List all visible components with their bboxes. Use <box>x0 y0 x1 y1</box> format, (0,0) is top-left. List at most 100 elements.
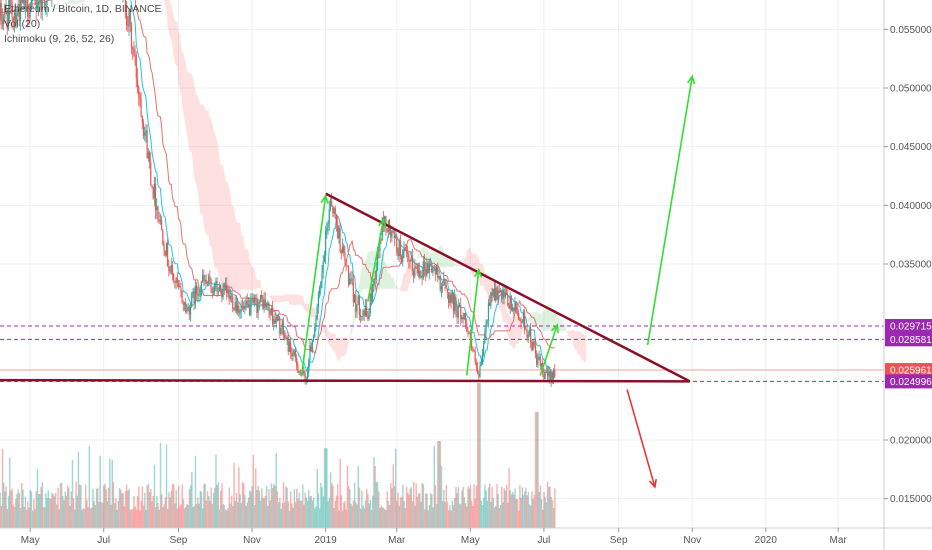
volume-bar <box>369 499 372 528</box>
volume-bar <box>171 483 174 528</box>
volume-bar <box>261 488 263 528</box>
volume-bar <box>52 494 54 528</box>
volume-bar <box>129 509 132 528</box>
cloud-segment <box>565 324 567 332</box>
cloud-segment <box>165 0 167 11</box>
volume-bar <box>216 484 218 528</box>
volume-bar <box>255 468 257 528</box>
volume-bar <box>168 492 170 528</box>
volume-bar <box>176 508 179 528</box>
ichimoku-indicator-label[interactable]: Ichimoku (9, 26, 52, 26) <box>4 33 115 45</box>
cloud-segment <box>185 62 187 136</box>
volume-bar <box>86 499 88 528</box>
volume-bar <box>463 497 466 528</box>
candle-body <box>265 305 268 307</box>
volume-bar <box>386 491 388 528</box>
cloud-segment <box>511 317 513 347</box>
candle-body <box>422 261 424 278</box>
volume-bar <box>483 497 485 528</box>
volume-bar <box>9 457 11 528</box>
volume-bar <box>75 481 77 528</box>
candle-body <box>341 246 344 254</box>
cloud-segment <box>246 249 248 291</box>
candle-body <box>45 4 47 6</box>
volume-bar <box>327 501 329 528</box>
cloud-segment <box>68 0 70 4</box>
volume-bar <box>228 487 230 528</box>
cloud-segment <box>206 110 208 236</box>
volume-bar <box>252 454 255 528</box>
candle-body <box>340 251 342 254</box>
candle-body <box>550 371 552 382</box>
volume-bar <box>457 486 460 528</box>
cloud-segment <box>326 326 329 344</box>
candle-body <box>517 313 520 319</box>
price-tag-badge <box>885 319 932 334</box>
up-arrow <box>539 324 558 376</box>
candle-body <box>129 10 131 25</box>
down-arrow-head <box>648 478 658 489</box>
candle-body <box>452 292 455 312</box>
candle-body <box>356 304 358 312</box>
candle-body <box>437 266 439 278</box>
price-tick-label: 0.015000 <box>890 494 932 505</box>
volume-indicator-label[interactable]: Vol (20) <box>4 18 41 30</box>
volume-bar <box>355 502 357 528</box>
price-tag-label: 0.025961 <box>890 366 932 377</box>
cloud-segment <box>276 295 278 303</box>
candle-body <box>294 350 297 358</box>
volume-bar <box>521 487 523 528</box>
price-tag-label: 0.029715 <box>890 322 932 333</box>
price-axis-panel <box>884 0 932 550</box>
volume-bar <box>3 482 5 528</box>
cloud-segment <box>508 314 511 345</box>
candle-body <box>450 294 452 303</box>
volume-bar <box>387 500 390 528</box>
volume-bar <box>489 483 491 528</box>
cloud-segment <box>55 7 57 9</box>
volume-bar <box>426 493 428 528</box>
candle-body <box>286 337 288 339</box>
candle-body <box>370 293 373 302</box>
cloud-segment <box>189 73 191 152</box>
volume-bar <box>244 494 246 528</box>
candle-body <box>12 17 14 21</box>
candle-body <box>410 257 412 262</box>
volume-bar <box>76 495 78 528</box>
symbol-title[interactable]: Ethereum / Bitcoin, 1D, BINANCE <box>4 3 162 15</box>
volume-bar <box>22 489 24 528</box>
volume-bar <box>13 506 16 528</box>
candle-body <box>13 12 16 21</box>
volume-bar <box>288 510 291 528</box>
volume-bar <box>346 465 349 528</box>
candle-body <box>23 0 25 8</box>
volume-bar <box>400 496 403 528</box>
candle-body <box>185 302 187 313</box>
cloud-segment <box>299 294 301 305</box>
candle-body <box>355 295 357 312</box>
cloud-segment <box>394 281 396 289</box>
price-tag-badge <box>885 332 932 347</box>
cloud-segment <box>267 293 269 297</box>
cloud-segment <box>303 301 306 311</box>
cloud-segment <box>166 0 168 28</box>
candle-body <box>35 0 37 9</box>
volume-bar <box>349 489 351 528</box>
candle-body <box>7 8 10 29</box>
cloud-segment <box>200 104 202 215</box>
cloud-segment <box>359 270 361 303</box>
candle-body <box>276 316 278 321</box>
cloud-segment <box>218 146 220 279</box>
volume-bar <box>17 489 19 528</box>
volume-bar <box>105 489 107 528</box>
cloud-segment <box>209 118 212 247</box>
volume-bar <box>16 493 18 528</box>
candle-body <box>256 299 258 313</box>
volume-bar <box>158 509 160 528</box>
cloud-segment <box>328 330 330 345</box>
volume-bar <box>437 441 439 528</box>
volume-bar <box>311 500 314 528</box>
cloud-segment <box>343 337 345 357</box>
candle-body <box>252 297 254 303</box>
